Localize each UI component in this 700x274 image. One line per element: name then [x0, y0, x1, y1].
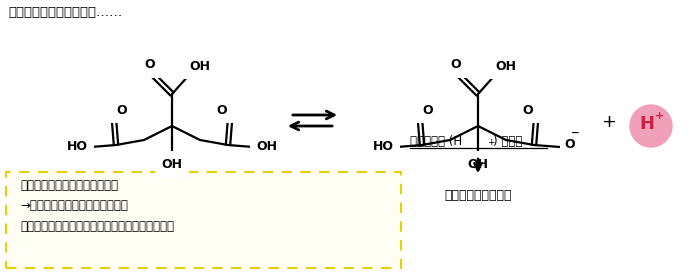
Text: ) を離す: ) を離す [493, 135, 522, 148]
Text: +: + [601, 113, 617, 131]
Text: 水素イオン (H: 水素イオン (H [410, 135, 462, 148]
Text: O: O [117, 104, 127, 116]
Text: O: O [523, 104, 533, 116]
Text: O: O [145, 59, 155, 72]
Text: 水溶液が酸性になる: 水溶液が酸性になる [444, 189, 512, 202]
Text: O: O [217, 104, 228, 116]
Text: 水溶液における「酸性」とは？: 水溶液における「酸性」とは？ [20, 179, 118, 192]
Text: +: + [655, 111, 664, 121]
Text: クエン酸が水に溶けると……: クエン酸が水に溶けると…… [8, 6, 122, 19]
Text: OH: OH [256, 141, 277, 153]
Text: +: + [487, 138, 494, 147]
Text: O: O [423, 104, 433, 116]
Text: OH: OH [190, 59, 211, 73]
Text: O: O [564, 138, 575, 150]
Text: OH: OH [496, 59, 517, 73]
Text: O: O [451, 59, 461, 72]
Text: HO: HO [66, 141, 88, 153]
Circle shape [630, 105, 672, 147]
Text: →水素イオンの濃度が高い状態。: →水素イオンの濃度が高い状態。 [20, 199, 128, 212]
FancyBboxPatch shape [6, 172, 401, 268]
Text: OH: OH [162, 158, 183, 170]
Text: また、高い濃度の水素イオンがもたらす性質。: また、高い濃度の水素イオンがもたらす性質。 [20, 220, 174, 233]
Text: OH: OH [468, 158, 489, 170]
Text: −: − [570, 128, 580, 138]
Text: H: H [640, 115, 655, 133]
Text: HO: HO [372, 141, 393, 153]
